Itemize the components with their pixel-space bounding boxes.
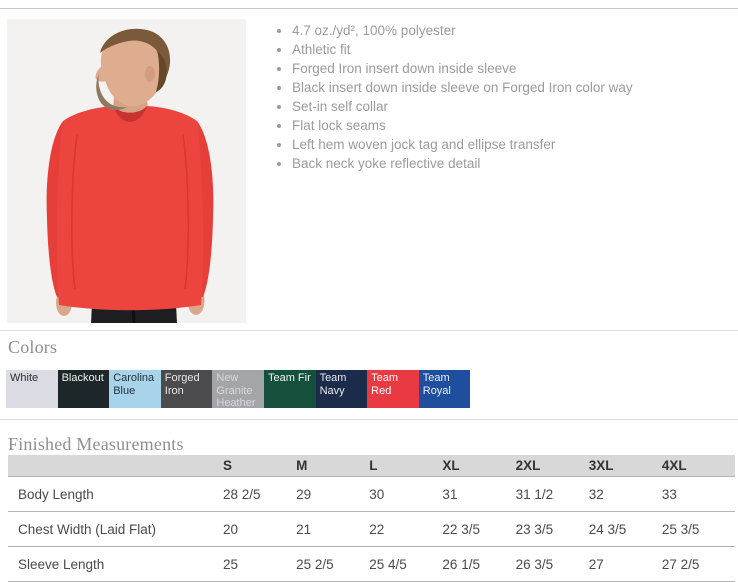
feature-item: Black insert down inside sleeve on Forge… bbox=[292, 78, 738, 97]
colors-section-divider bbox=[0, 330, 738, 331]
hair-back bbox=[156, 51, 167, 92]
table-row-chest-width: Chest Width (Laid Flat) 20 21 22 22 3/5 … bbox=[8, 511, 735, 547]
measurement-cell: 25 4/5 bbox=[369, 546, 443, 582]
feature-item: Back neck yoke reflective detail bbox=[292, 154, 738, 173]
ear bbox=[145, 66, 155, 82]
color-swatch-white[interactable]: White bbox=[6, 370, 58, 408]
row-label: Sleeve Length bbox=[8, 546, 223, 582]
nose bbox=[95, 63, 109, 82]
measurement-cell: 31 bbox=[442, 476, 516, 512]
size-col-header-3xl: 3XL bbox=[588, 455, 662, 477]
color-swatch-forged-iron[interactable]: Forged Iron bbox=[160, 370, 213, 408]
measurement-cell: 26 3/5 bbox=[515, 546, 589, 582]
measurement-cell: 25 3/5 bbox=[661, 511, 735, 547]
feature-list: 4.7 oz./yd², 100% polyester Athletic fit… bbox=[271, 21, 738, 173]
measurement-cell: 23 3/5 bbox=[515, 511, 589, 547]
color-swatch-carolina-blue[interactable]: Carolina Blue bbox=[109, 370, 161, 408]
top-divider bbox=[0, 8, 738, 9]
model-illustration bbox=[7, 19, 246, 323]
feature-item: Left hem woven jock tag and ellipse tran… bbox=[292, 135, 738, 154]
measurements-heading: Finished Measurements bbox=[8, 434, 184, 454]
feature-item: 4.7 oz./yd², 100% polyester bbox=[292, 21, 738, 40]
feature-item: Set-in self collar bbox=[292, 97, 738, 116]
size-col-header-xl: XL bbox=[442, 455, 516, 477]
colors-heading: Colors bbox=[8, 337, 58, 357]
row-label: Chest Width (Laid Flat) bbox=[8, 511, 223, 547]
measurements-table: S M L XL 2XL 3XL 4XL Body Length 28 2/5 … bbox=[8, 455, 735, 582]
measurement-cell: 20 bbox=[223, 511, 297, 547]
measurement-cell: 26 1/5 bbox=[442, 546, 516, 582]
color-swatch-blackout[interactable]: Blackout bbox=[57, 370, 110, 408]
size-col-header-2xl: 2XL bbox=[515, 455, 589, 477]
size-col-header-4xl: 4XL bbox=[661, 455, 735, 477]
measurement-cell: 27 bbox=[588, 546, 662, 582]
size-col-header-s: S bbox=[223, 455, 297, 477]
hair bbox=[100, 28, 171, 86]
feature-item: Athletic fit bbox=[292, 40, 738, 59]
measurement-cell: 30 bbox=[369, 476, 443, 512]
product-photo[interactable] bbox=[7, 19, 246, 323]
color-swatch-team-royal[interactable]: Team Royal bbox=[418, 370, 471, 408]
measurement-cell: 32 bbox=[588, 476, 662, 512]
measurement-cell: 22 bbox=[369, 511, 443, 547]
measurement-cell: 33 bbox=[661, 476, 735, 512]
table-row-sleeve-length: Sleeve Length 25 25 2/5 25 4/5 26 1/5 26… bbox=[8, 546, 735, 582]
color-swatch-team-fir[interactable]: Team Fir bbox=[263, 370, 316, 408]
size-header-row: S M L XL 2XL 3XL 4XL bbox=[8, 455, 735, 477]
color-swatch-row: White Blackout Carolina Blue Forged Iron… bbox=[6, 370, 471, 408]
red-shirt bbox=[46, 106, 214, 311]
measurement-cell: 28 2/5 bbox=[223, 476, 297, 512]
measurements-section-divider bbox=[0, 419, 738, 420]
measurement-cell: 21 bbox=[296, 511, 370, 547]
measurement-cell: 22 3/5 bbox=[442, 511, 516, 547]
measurement-cell: 24 3/5 bbox=[588, 511, 662, 547]
table-corner-cell bbox=[8, 455, 223, 477]
measurement-cell: 29 bbox=[296, 476, 370, 512]
measurement-cell: 25 bbox=[223, 546, 297, 582]
measurement-cell: 31 1/2 bbox=[515, 476, 589, 512]
size-col-header-m: M bbox=[296, 455, 370, 477]
color-swatch-team-navy[interactable]: Team Navy bbox=[315, 370, 368, 408]
feature-item: Flat lock seams bbox=[292, 116, 738, 135]
feature-item: Forged Iron insert down inside sleeve bbox=[292, 59, 738, 78]
color-swatch-new-granite-heather[interactable]: New Granite Heather bbox=[212, 370, 264, 408]
beard bbox=[96, 74, 127, 111]
row-label: Body Length bbox=[8, 476, 223, 512]
measurement-cell: 25 2/5 bbox=[296, 546, 370, 582]
model-head bbox=[95, 28, 171, 111]
measurement-cell: 27 2/5 bbox=[661, 546, 735, 582]
shirt-collar bbox=[113, 106, 147, 122]
color-swatch-team-red[interactable]: Team Red bbox=[367, 370, 419, 408]
size-col-header-l: L bbox=[369, 455, 443, 477]
table-row-body-length: Body Length 28 2/5 29 30 31 31 1/2 32 33 bbox=[8, 476, 735, 512]
